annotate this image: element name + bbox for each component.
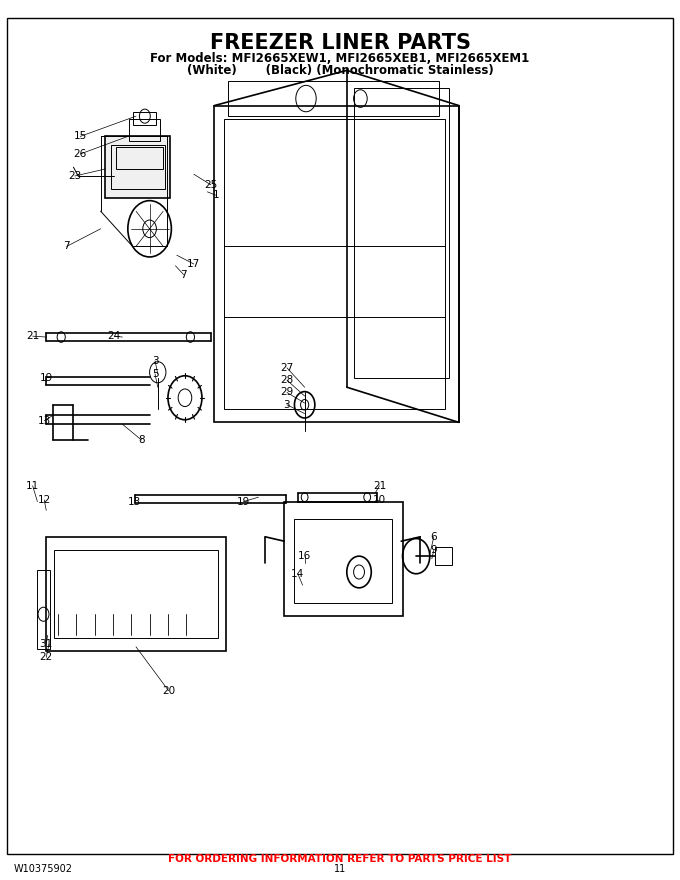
Text: 11: 11 bbox=[334, 863, 346, 874]
Bar bbox=[105, 136, 170, 198]
Text: (White)       (Black) (Monochromatic Stainless): (White) (Black) (Monochromatic Stainless… bbox=[186, 64, 494, 77]
Text: 29: 29 bbox=[280, 387, 294, 398]
Text: For Models: MFI2665XEW1, MFI2665XEB1, MFI2665XEM1: For Models: MFI2665XEW1, MFI2665XEB1, MF… bbox=[150, 52, 530, 64]
Text: 13: 13 bbox=[37, 415, 51, 426]
Text: 7: 7 bbox=[180, 269, 187, 280]
Text: 22: 22 bbox=[39, 652, 53, 663]
Text: 20: 20 bbox=[162, 686, 175, 696]
Bar bbox=[133, 112, 156, 125]
Bar bbox=[111, 145, 165, 189]
Bar bbox=[294, 519, 392, 603]
Text: 10: 10 bbox=[373, 495, 386, 505]
Text: 28: 28 bbox=[280, 375, 294, 385]
Bar bbox=[46, 537, 226, 651]
Text: 11: 11 bbox=[26, 480, 39, 491]
Bar bbox=[284, 502, 403, 616]
Bar bbox=[435, 547, 452, 565]
Text: 9: 9 bbox=[430, 545, 437, 555]
Text: 31: 31 bbox=[39, 639, 53, 649]
Text: 7: 7 bbox=[63, 241, 70, 252]
Bar bbox=[228, 81, 439, 116]
Bar bbox=[224, 119, 445, 409]
Text: FOR ORDERING INFORMATION REFER TO PARTS PRICE LIST: FOR ORDERING INFORMATION REFER TO PARTS … bbox=[169, 854, 511, 864]
Text: 3: 3 bbox=[152, 356, 158, 366]
Text: 17: 17 bbox=[187, 259, 201, 269]
Text: 5: 5 bbox=[152, 369, 158, 379]
Text: 19: 19 bbox=[237, 496, 250, 507]
Bar bbox=[129, 119, 160, 141]
Text: 13: 13 bbox=[128, 496, 141, 507]
Text: 25: 25 bbox=[204, 180, 218, 190]
Text: 14: 14 bbox=[291, 568, 305, 579]
Text: 16: 16 bbox=[298, 551, 311, 561]
Text: 12: 12 bbox=[37, 495, 51, 505]
Text: W10375902: W10375902 bbox=[14, 863, 73, 874]
Bar bbox=[116, 147, 163, 169]
Bar bbox=[54, 550, 218, 638]
Text: 21: 21 bbox=[26, 331, 39, 341]
Bar bbox=[354, 88, 449, 378]
Text: 19: 19 bbox=[39, 373, 53, 384]
Text: 24: 24 bbox=[107, 331, 121, 341]
Text: 15: 15 bbox=[73, 131, 87, 142]
Text: 23: 23 bbox=[68, 171, 82, 181]
Text: 6: 6 bbox=[430, 532, 437, 542]
Text: FREEZER LINER PARTS: FREEZER LINER PARTS bbox=[209, 33, 471, 53]
Text: 27: 27 bbox=[280, 363, 294, 373]
Text: 26: 26 bbox=[73, 149, 87, 159]
Text: 8: 8 bbox=[138, 435, 145, 445]
Bar bbox=[214, 106, 459, 422]
Bar bbox=[37, 570, 50, 649]
Text: 3: 3 bbox=[284, 400, 290, 410]
Text: 21: 21 bbox=[373, 480, 386, 491]
Text: 1: 1 bbox=[213, 190, 220, 201]
